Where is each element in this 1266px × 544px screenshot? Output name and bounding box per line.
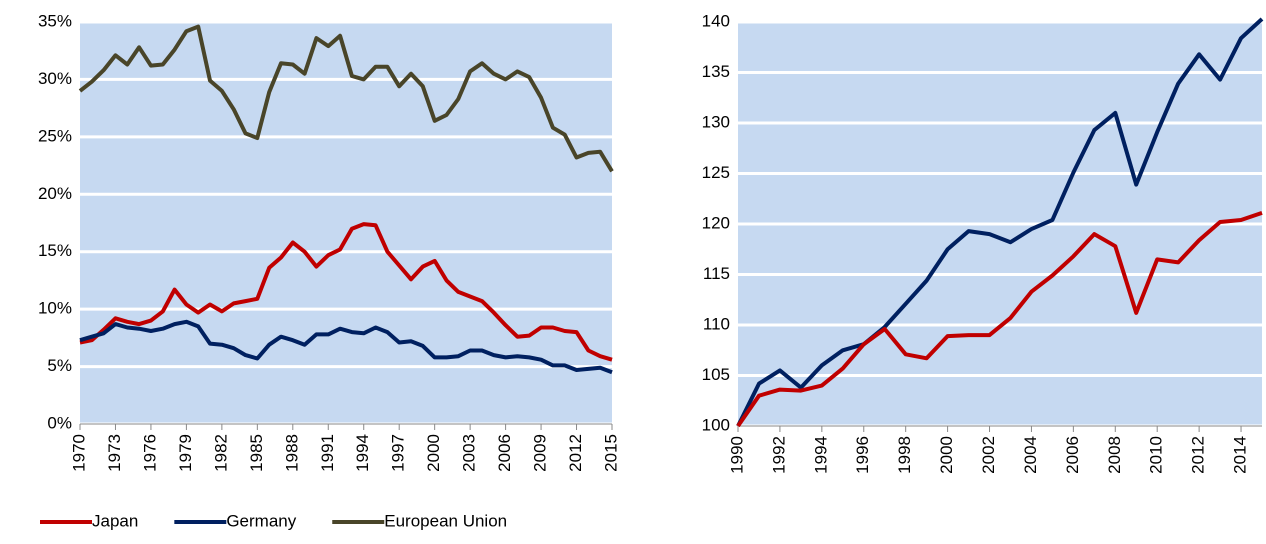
x-tick-label: 1996 bbox=[853, 436, 872, 474]
y-tick-label: 10% bbox=[38, 299, 72, 318]
x-tick-label: 1982 bbox=[211, 434, 230, 472]
series-line bbox=[78, 24, 614, 173]
y-tick-label: 25% bbox=[38, 126, 72, 145]
series-line bbox=[736, 17, 1264, 427]
x-tick-label: 2015 bbox=[601, 434, 620, 472]
x-tick-label: 1979 bbox=[176, 434, 195, 472]
y-tick-label: 30% bbox=[38, 69, 72, 88]
y-tick-label: 130 bbox=[702, 112, 730, 131]
legend-label: Japan bbox=[92, 511, 138, 530]
x-tick-label: 2014 bbox=[1231, 436, 1250, 474]
y-tick-label: 100 bbox=[702, 415, 730, 434]
y-tick-label: 110 bbox=[703, 314, 730, 333]
x-tick-label: 2012 bbox=[1189, 436, 1208, 474]
x-tick-label: 1985 bbox=[247, 434, 266, 472]
x-tick-label: 2006 bbox=[495, 434, 514, 472]
y-tick-label: 5% bbox=[47, 356, 72, 375]
legend-label: Germany bbox=[226, 511, 296, 530]
series-line bbox=[736, 211, 1263, 428]
legend-label: European Union bbox=[384, 511, 507, 530]
y-tick-label: 20% bbox=[38, 184, 72, 203]
series-line bbox=[79, 222, 613, 362]
x-tick-label: 1990 bbox=[727, 436, 746, 474]
y-tick-label: 0% bbox=[47, 413, 72, 432]
y-tick-label: 115 bbox=[703, 264, 730, 283]
y-tick-label: 35% bbox=[38, 11, 72, 30]
x-tick-label: 2012 bbox=[566, 434, 585, 472]
x-tick-label: 1994 bbox=[353, 434, 372, 472]
x-tick-label: 1970 bbox=[69, 434, 88, 472]
y-tick-label: 15% bbox=[38, 241, 72, 260]
x-tick-label: 1992 bbox=[769, 436, 788, 474]
x-tick-label: 1976 bbox=[140, 434, 159, 472]
y-tick-label: 120 bbox=[702, 213, 730, 232]
y-tick-label: 125 bbox=[702, 163, 730, 182]
y-tick-label: 140 bbox=[702, 11, 730, 30]
x-tick-label: 2002 bbox=[979, 436, 998, 474]
x-tick-label: 2004 bbox=[1021, 436, 1040, 474]
x-tick-label: 2010 bbox=[1147, 436, 1166, 474]
x-tick-label: 1997 bbox=[389, 434, 408, 472]
x-tick-label: 2000 bbox=[937, 436, 956, 474]
x-tick-label: 2000 bbox=[424, 434, 443, 472]
x-tick-label: 2006 bbox=[1063, 436, 1082, 474]
y-tick-label: 105 bbox=[702, 365, 730, 384]
x-tick-label: 2008 bbox=[1105, 436, 1124, 474]
series-line bbox=[79, 319, 613, 375]
x-tick-label: 1973 bbox=[105, 434, 124, 472]
x-tick-label: 2003 bbox=[460, 434, 479, 472]
x-tick-label: 1994 bbox=[811, 436, 830, 474]
x-tick-label: 1991 bbox=[318, 434, 337, 472]
x-tick-label: 1998 bbox=[895, 436, 914, 474]
x-tick-label: 2009 bbox=[531, 434, 550, 472]
x-tick-label: 1988 bbox=[282, 434, 301, 472]
y-tick-label: 135 bbox=[702, 62, 730, 81]
